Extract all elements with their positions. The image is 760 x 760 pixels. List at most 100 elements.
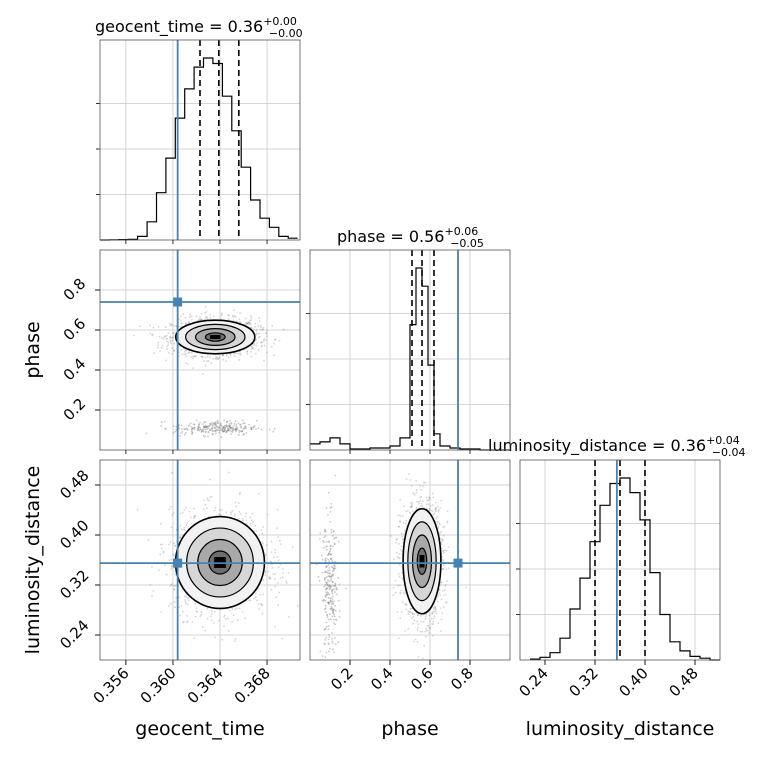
panel-phase-luminosity_distance-point bbox=[398, 584, 401, 586]
panel-geocent_time-phase-mode-point bbox=[228, 423, 231, 425]
panel-geocent_time-phase-mode-point bbox=[236, 426, 239, 429]
panel-geocent_time-phase-mode-point bbox=[219, 422, 222, 425]
panel-geocent_time-phase-mode-point bbox=[189, 422, 192, 425]
panel-geocent_time-luminosity_distance-point bbox=[225, 618, 227, 620]
panel-phase-luminosity_distance-point bbox=[426, 507, 428, 510]
panel-geocent_time-luminosity_distance-point bbox=[214, 506, 217, 509]
panel-geocent_time-luminosity_distance-point bbox=[160, 611, 163, 613]
panel-geocent_time-phase-mode-point bbox=[225, 430, 228, 433]
panel-geocent_time-luminosity_distance-point bbox=[261, 532, 264, 535]
panel-geocent_time-phase-mode-point bbox=[214, 432, 217, 435]
panel-phase-luminosity_distance-point bbox=[423, 644, 425, 647]
panel-geocent_time-luminosity_distance-point bbox=[279, 539, 281, 542]
panel-geocent_time-phase-mode-point bbox=[226, 421, 229, 423]
panel-geocent_time-phase-point bbox=[165, 359, 168, 362]
panel-geocent_time-luminosity_distance-point bbox=[223, 614, 226, 617]
panel-geocent_time-phase-point bbox=[249, 321, 251, 324]
panel-geocent_time-phase-mode-point bbox=[222, 430, 225, 433]
panel-geocent_time-luminosity_distance-point bbox=[252, 521, 255, 523]
panel-geocent_time-phase-mode-point bbox=[228, 425, 231, 428]
panel-geocent_time-phase-mode-point bbox=[224, 427, 227, 430]
panel-geocent_time-phase-mode-point bbox=[222, 426, 224, 429]
panel-geocent_time-phase-mode-point bbox=[234, 427, 237, 430]
panel-geocent_time-phase-mode-point bbox=[255, 419, 258, 422]
panel-geocent_time-luminosity_distance-point bbox=[270, 588, 273, 591]
panel-geocent_time-luminosity_distance-point bbox=[228, 471, 230, 474]
panel-geocent_time-phase-point bbox=[252, 328, 255, 330]
panel-geocent_time-luminosity_distance-point bbox=[174, 545, 177, 547]
panel-geocent_time-phase-point bbox=[225, 360, 228, 362]
panel-geocent_time-phase-mode-point bbox=[199, 428, 202, 431]
panel-phase-luminosity_distance-point bbox=[446, 521, 448, 524]
panel-geocent_time-luminosity_distance-point bbox=[194, 514, 197, 517]
hist-phase-frame bbox=[309, 249, 511, 451]
panel-geocent_time-phase-point bbox=[169, 324, 172, 327]
panel-geocent_time-phase-point bbox=[187, 322, 190, 324]
panel-geocent_time-phase-mode-point bbox=[207, 431, 210, 434]
panel-geocent_time-luminosity_distance-point bbox=[201, 626, 204, 628]
panel-geocent_time-phase-point bbox=[172, 332, 175, 335]
panel-phase-luminosity_distance-point bbox=[409, 611, 412, 614]
panel-geocent_time-phase-mode-point bbox=[203, 425, 206, 428]
panel-phase-luminosity_distance-point bbox=[424, 618, 427, 620]
panel-geocent_time-phase-point bbox=[259, 328, 262, 331]
panel-geocent_time-phase-point bbox=[248, 323, 251, 326]
panel-geocent_time-phase-point bbox=[245, 321, 247, 324]
panel-geocent_time-phase-point bbox=[210, 362, 213, 365]
panel-geocent_time-phase-point bbox=[263, 344, 266, 347]
panel-geocent_time-phase-mode-point bbox=[235, 428, 238, 431]
panel-geocent_time-phase-point bbox=[166, 340, 169, 343]
panel-phase-luminosity_distance-mode-point bbox=[324, 639, 326, 641]
panel-geocent_time-phase-mode-point bbox=[204, 428, 207, 431]
panel-geocent_time-phase-point bbox=[171, 353, 174, 355]
panel-geocent_time-phase-point bbox=[227, 356, 230, 359]
panel-phase-luminosity_distance-point bbox=[421, 505, 424, 508]
panel-phase-luminosity_distance-point bbox=[441, 612, 444, 614]
panel-phase-luminosity_distance-point bbox=[400, 611, 403, 613]
ylabel-phase: phase bbox=[22, 321, 44, 378]
panel-geocent_time-phase-mode-point bbox=[205, 426, 208, 429]
panel-geocent_time-phase-mode-point bbox=[225, 424, 228, 427]
panel-geocent_time-phase-mode-point bbox=[229, 424, 231, 427]
panel-geocent_time-phase-mode-point bbox=[272, 430, 275, 433]
panel-geocent_time-luminosity_distance-point bbox=[260, 602, 262, 605]
panel-phase-luminosity_distance-point bbox=[415, 506, 418, 509]
panel-geocent_time-luminosity_distance-point bbox=[184, 600, 187, 603]
panel-phase-luminosity_distance-point bbox=[446, 510, 449, 513]
panel-geocent_time-phase-point bbox=[200, 313, 203, 315]
panel-phase-luminosity_distance-point bbox=[397, 573, 400, 575]
panel-geocent_time-phase-mode-point bbox=[204, 426, 207, 429]
panel-geocent_time-phase-point bbox=[257, 332, 260, 335]
panel-phase-luminosity_distance-point bbox=[440, 499, 443, 502]
panel-geocent_time-phase-mode-point bbox=[212, 425, 214, 427]
panel-geocent_time-phase-point bbox=[195, 315, 198, 318]
panel-phase-luminosity_distance-mode-point bbox=[324, 529, 327, 531]
hist-geocent_time-steps bbox=[100, 57, 298, 241]
panel-geocent_time-luminosity_distance-point bbox=[259, 593, 262, 596]
panel-geocent_time-phase-mode-point bbox=[174, 430, 177, 433]
panel-geocent_time-phase-point bbox=[255, 328, 258, 331]
panel-geocent_time-phase-point bbox=[274, 338, 277, 341]
panel-geocent_time-phase-point bbox=[220, 314, 223, 317]
panel-geocent_time-luminosity_distance-point bbox=[151, 565, 153, 568]
panel-phase-luminosity_distance-mode-point bbox=[317, 575, 320, 578]
title-phase-sup: +0.06 bbox=[444, 225, 478, 238]
panel-geocent_time-phase-point bbox=[212, 358, 215, 360]
panel-geocent_time-phase-mode-point bbox=[235, 424, 238, 426]
panel-geocent_time-phase-point bbox=[161, 344, 164, 347]
panel-geocent_time-phase-point bbox=[151, 333, 154, 336]
panel-geocent_time-phase-point bbox=[160, 336, 163, 339]
panel-geocent_time-phase-mode-point bbox=[211, 427, 213, 430]
panel-geocent_time-phase-mode-point bbox=[232, 429, 234, 432]
panel-phase-luminosity_distance-mode-point bbox=[333, 542, 336, 545]
panel-phase-luminosity_distance-point bbox=[400, 545, 403, 548]
panel-geocent_time-luminosity_distance-point bbox=[169, 584, 172, 587]
panel-geocent_time-phase-point bbox=[188, 316, 191, 318]
panel-geocent_time-phase-mode-point bbox=[190, 430, 193, 433]
panel-geocent_time-phase-mode-point bbox=[213, 422, 216, 425]
title-phase: phase = 0.56+0.06 −0.05 bbox=[337, 225, 484, 250]
panel-phase-luminosity_distance-point bbox=[431, 492, 434, 495]
panel-geocent_time-luminosity_distance-point bbox=[255, 529, 258, 532]
panel-geocent_time-phase-point bbox=[246, 322, 249, 325]
panel-phase-luminosity_distance-point bbox=[394, 541, 397, 544]
